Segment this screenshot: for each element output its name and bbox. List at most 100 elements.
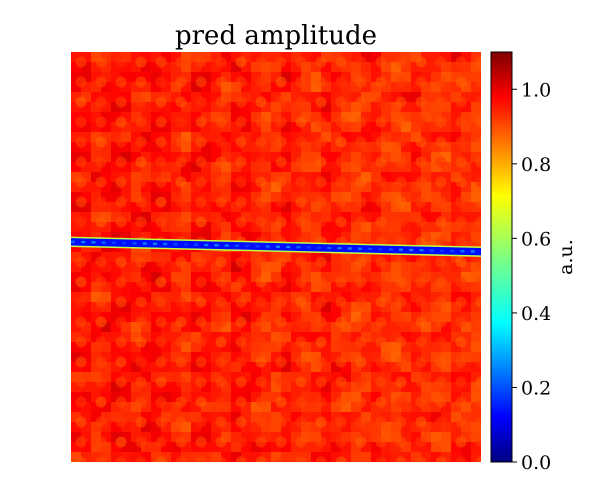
heatmap-speckle [335, 136, 347, 148]
heatmap-cell [431, 332, 441, 342]
heatmap-cell [241, 272, 251, 282]
heatmap-cell [101, 312, 111, 322]
heatmap-cell [401, 132, 411, 142]
heatmap-cell [371, 432, 381, 442]
heatmap-speckle [155, 56, 167, 68]
heatmap-cell [171, 312, 181, 322]
stripe-streak [112, 241, 116, 244]
heatmap-cell [191, 372, 201, 382]
colorbar-ticks: 0.00.20.40.60.81.0 [512, 79, 551, 474]
heatmap-speckle [235, 436, 247, 448]
heatmap-cell [471, 172, 481, 182]
heatmap-cell [101, 232, 111, 242]
heatmap-cell [211, 92, 221, 102]
heatmap-cell [411, 272, 421, 282]
heatmap-cell [241, 222, 251, 232]
heatmap-cell [441, 302, 451, 312]
heatmap-cell [121, 452, 131, 462]
heatmap-cell [351, 442, 361, 452]
heatmap-cell [401, 332, 411, 342]
heatmap-cell [441, 192, 451, 202]
heatmap-cell [161, 102, 171, 112]
heatmap-speckle [155, 276, 167, 288]
heatmap-cell [221, 382, 231, 392]
heatmap-cell [321, 102, 331, 112]
heatmap-speckle [135, 456, 147, 462]
heatmap-cell [331, 312, 341, 322]
heatmap-cell [181, 302, 191, 312]
heatmap-cell [361, 322, 371, 332]
heatmap-speckle [255, 196, 267, 208]
heatmap-cell [131, 442, 141, 452]
heatmap-cell [361, 72, 371, 82]
heatmap-cell [321, 202, 331, 212]
stripe-streak [378, 248, 383, 251]
heatmap-cell [351, 92, 361, 102]
heatmap-cell [171, 342, 181, 352]
heatmap-cell [411, 192, 421, 202]
heatmap-cell [191, 352, 201, 362]
heatmap-cell [441, 152, 451, 162]
heatmap-cell [321, 82, 331, 92]
heatmap-cell [171, 292, 181, 302]
stripe-streak [440, 249, 444, 252]
heatmap-cell [161, 82, 171, 92]
heatmap-cell [351, 402, 361, 412]
heatmap-speckle [135, 196, 147, 208]
heatmap-speckle [295, 96, 307, 108]
heatmap-cell [131, 232, 141, 242]
heatmap-cell [121, 332, 131, 342]
heatmap-cell [161, 422, 171, 432]
heatmap-cell [281, 112, 291, 122]
heatmap-cell [81, 72, 91, 82]
heatmap-cell [261, 342, 271, 352]
heatmap-cell [271, 362, 281, 372]
heatmap-cell [251, 132, 261, 142]
heatmap-cell [191, 182, 201, 192]
heatmap-cell [301, 62, 311, 72]
heatmap-cell [351, 222, 361, 232]
heatmap-cell [161, 162, 171, 172]
stripe-streak [183, 243, 188, 246]
heatmap-speckle [95, 296, 107, 308]
heatmap-cell [231, 252, 241, 262]
heatmap-cell [221, 152, 231, 162]
heatmap-cell [461, 382, 471, 392]
heatmap-speckle [75, 336, 87, 348]
heatmap-cell [441, 142, 451, 152]
heatmap-speckle [115, 456, 127, 462]
heatmap-speckle [215, 176, 227, 188]
heatmap-cell [281, 182, 291, 192]
heatmap-cell [301, 192, 311, 202]
heatmap-cell [321, 382, 331, 392]
heatmap-cell [461, 292, 471, 302]
heatmap-cell [261, 352, 271, 362]
heatmap-cell [401, 282, 411, 292]
heatmap-cell [91, 172, 101, 182]
heatmap-speckle [115, 156, 127, 168]
heatmap-cell [71, 142, 81, 152]
heatmap-cell [341, 162, 351, 172]
heatmap-cell [251, 322, 261, 332]
heatmap-speckle [275, 396, 287, 408]
heatmap-cell [231, 102, 241, 112]
heatmap-cell [171, 82, 181, 92]
heatmap-speckle [455, 196, 467, 208]
heatmap-cell [381, 382, 391, 392]
heatmap-cell [141, 132, 151, 142]
heatmap-cell [151, 212, 161, 222]
heatmap-speckle [215, 416, 227, 428]
heatmap-cell [391, 182, 401, 192]
heatmap-cell [251, 342, 261, 352]
heatmap-cell [401, 422, 411, 432]
heatmap-speckle [395, 316, 407, 328]
heatmap-speckle [395, 156, 407, 168]
heatmap-cell [81, 322, 91, 332]
heatmap-cell [301, 152, 311, 162]
heatmap-cell [91, 192, 101, 202]
heatmap-speckle [475, 256, 481, 268]
heatmap-speckle [135, 156, 147, 168]
heatmap-speckle [315, 376, 327, 388]
heatmap-speckle [135, 336, 147, 348]
heatmap-cell [131, 202, 141, 212]
